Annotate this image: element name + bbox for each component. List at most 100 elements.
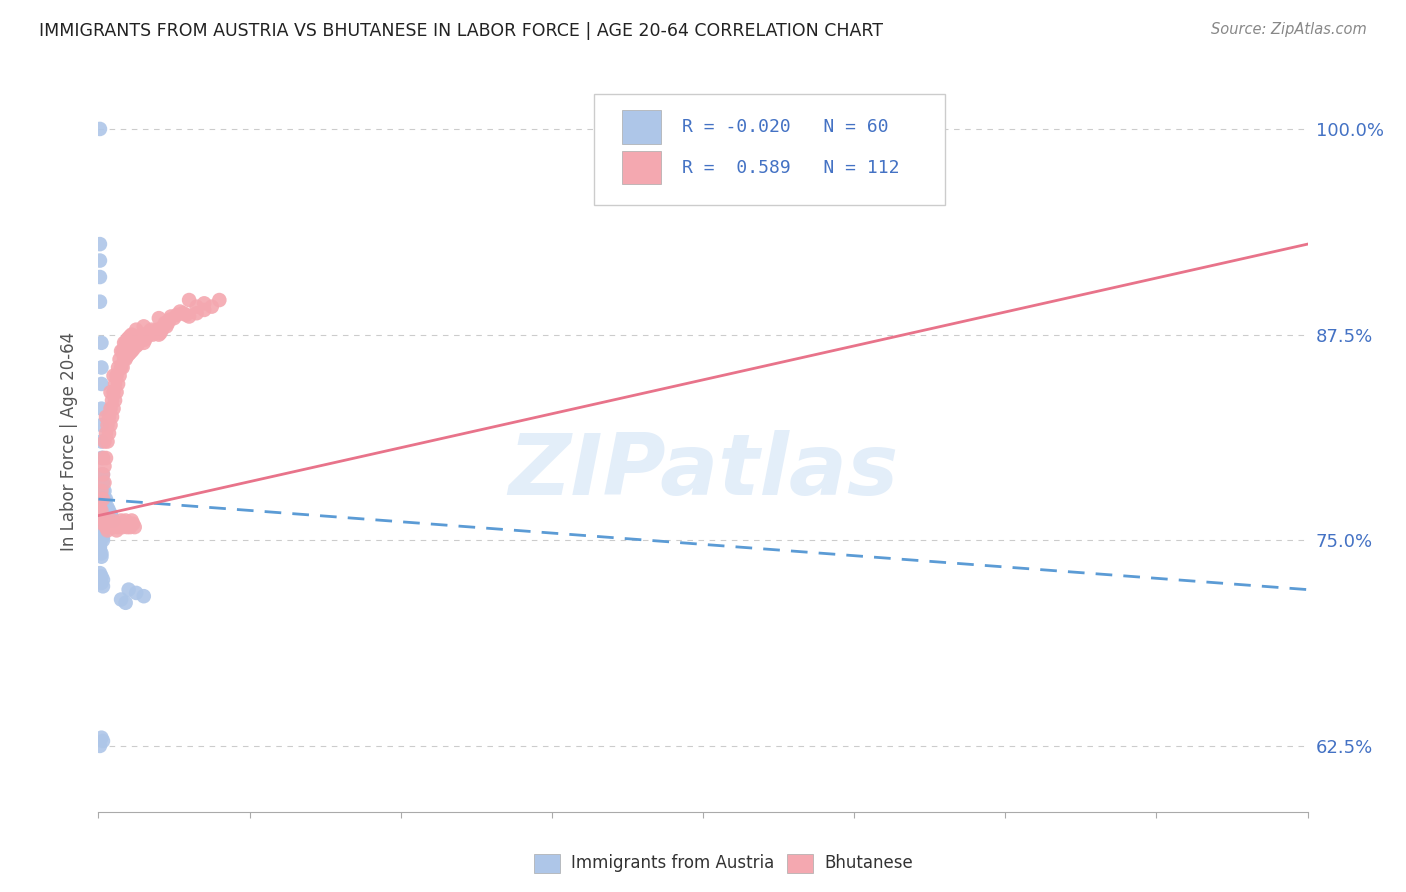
- Point: [108, 516, 131, 531]
- Point: [93, 475, 115, 490]
- Point: [93, 514, 115, 528]
- Point: [186, 300, 208, 314]
- Point: [115, 349, 138, 363]
- Point: [150, 323, 173, 337]
- Point: [114, 596, 136, 610]
- Point: [90, 418, 112, 433]
- Point: [141, 323, 163, 337]
- Point: [101, 514, 124, 528]
- Point: [96, 524, 118, 538]
- Point: [91, 734, 114, 748]
- Point: [153, 316, 176, 330]
- Point: [93, 434, 115, 449]
- Point: [120, 520, 142, 534]
- Point: [90, 569, 112, 583]
- Point: [110, 592, 132, 607]
- Point: [143, 326, 166, 340]
- Point: [169, 304, 191, 318]
- Point: [166, 308, 188, 322]
- Point: [118, 331, 141, 345]
- Bar: [621, 111, 661, 144]
- Point: [96, 508, 118, 523]
- Point: [89, 516, 111, 531]
- Point: [91, 483, 114, 498]
- Point: [120, 329, 142, 343]
- Point: [89, 739, 111, 753]
- Point: [148, 327, 170, 342]
- FancyBboxPatch shape: [595, 94, 945, 204]
- Point: [89, 536, 111, 550]
- Point: [107, 520, 129, 534]
- Point: [149, 326, 172, 340]
- Point: [105, 385, 128, 400]
- Point: [114, 335, 136, 350]
- Point: [112, 516, 135, 531]
- Point: [90, 483, 112, 498]
- Point: [186, 306, 208, 320]
- Point: [128, 334, 150, 348]
- Point: [110, 514, 132, 528]
- Point: [103, 368, 125, 383]
- Point: [89, 500, 111, 515]
- Text: ZIPatlas: ZIPatlas: [508, 430, 898, 513]
- Point: [105, 524, 128, 538]
- Point: [129, 331, 152, 345]
- Point: [89, 566, 111, 581]
- Point: [90, 376, 112, 391]
- Point: [94, 492, 117, 507]
- Point: [111, 360, 134, 375]
- Point: [142, 327, 165, 342]
- Point: [91, 514, 114, 528]
- Point: [93, 459, 115, 474]
- Point: [101, 510, 124, 524]
- Point: [114, 514, 136, 528]
- Point: [163, 311, 186, 326]
- Point: [100, 516, 122, 531]
- Point: [124, 520, 146, 534]
- Point: [132, 335, 155, 350]
- Point: [122, 516, 145, 531]
- Point: [96, 418, 118, 433]
- Point: [91, 450, 114, 465]
- Point: [100, 418, 122, 433]
- Point: [125, 323, 148, 337]
- Point: [193, 296, 215, 310]
- Point: [139, 324, 162, 338]
- Point: [148, 311, 170, 326]
- Point: [94, 409, 117, 424]
- Point: [103, 520, 125, 534]
- Point: [98, 520, 121, 534]
- Point: [90, 546, 112, 560]
- Point: [114, 352, 136, 367]
- Point: [93, 483, 115, 498]
- Y-axis label: In Labor Force | Age 20-64: In Labor Force | Age 20-64: [59, 332, 77, 551]
- Point: [135, 329, 157, 343]
- Point: [96, 434, 118, 449]
- Point: [108, 352, 131, 367]
- Point: [91, 579, 114, 593]
- Point: [90, 731, 112, 745]
- Point: [94, 450, 117, 465]
- Point: [105, 368, 128, 383]
- Point: [115, 333, 138, 347]
- Text: Immigrants from Austria: Immigrants from Austria: [571, 855, 775, 872]
- Point: [91, 500, 114, 515]
- Point: [91, 475, 114, 490]
- Point: [91, 492, 114, 507]
- Point: [120, 345, 142, 359]
- Point: [90, 520, 112, 534]
- Point: [155, 319, 177, 334]
- Text: Bhutanese: Bhutanese: [824, 855, 912, 872]
- Point: [96, 500, 118, 515]
- Point: [91, 530, 114, 544]
- Point: [201, 300, 224, 314]
- Point: [90, 549, 112, 564]
- Point: [91, 508, 114, 523]
- Point: [91, 573, 114, 587]
- Point: [94, 500, 117, 515]
- Point: [101, 409, 124, 424]
- Point: [121, 327, 143, 342]
- Point: [89, 294, 111, 309]
- Point: [90, 467, 112, 482]
- Point: [98, 409, 121, 424]
